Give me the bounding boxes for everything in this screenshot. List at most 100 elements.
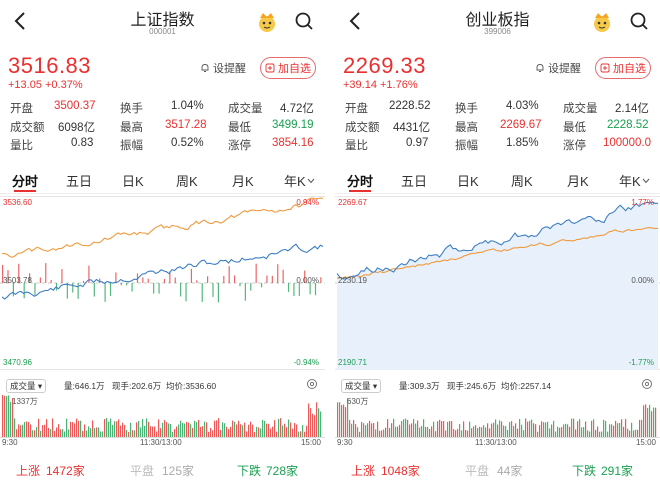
flow-bar — [34, 283, 36, 296]
chevron-down-icon[interactable] — [642, 178, 650, 184]
tab-intraday[interactable]: 分时 — [12, 174, 39, 189]
volume-bar — [587, 430, 589, 438]
volume-bar — [150, 426, 152, 438]
flat-count: 125家 — [162, 464, 195, 478]
volume-bar — [164, 420, 166, 438]
volume-bar — [505, 426, 507, 438]
volume-bar — [50, 429, 52, 438]
volume-bar — [264, 420, 266, 438]
volume-selector[interactable]: 成交量 ▾ — [6, 379, 47, 393]
open-value: 3500.37 — [54, 100, 96, 112]
volume-bar — [16, 429, 18, 438]
volume-bar — [365, 425, 367, 438]
volume-bar — [216, 420, 218, 438]
volume-bar — [341, 405, 343, 438]
volume-bar — [310, 408, 312, 438]
set-reminder-button[interactable]: 设提醒 — [535, 60, 581, 76]
volume-bar — [539, 425, 541, 438]
volume-selector[interactable]: 成交量 ▾ — [341, 379, 382, 393]
panel-chinext-index: 创业板指 399006 2269.33 +39.14 +1.76% 设提醒 加自… — [335, 0, 660, 482]
tab-yearly-k[interactable]: 年K — [619, 174, 641, 189]
low-label: 最低 — [228, 121, 251, 134]
volume-bar — [272, 426, 274, 438]
crown-mascot-icon[interactable] — [255, 10, 279, 34]
volume-bar — [10, 402, 12, 438]
tab-weekly-k[interactable]: 周K — [176, 174, 198, 189]
tab-daily-k[interactable]: 日K — [457, 174, 479, 189]
up-count: 1048家 — [381, 464, 420, 478]
volume-bar — [274, 420, 276, 438]
volume-bar — [621, 419, 623, 438]
search-icon[interactable] — [629, 11, 649, 31]
volume-bar — [98, 427, 100, 438]
tab-weekly-k[interactable]: 周K — [511, 174, 533, 189]
back-arrow-icon[interactable] — [345, 10, 367, 32]
turnover-label: 换手 — [455, 103, 478, 115]
market-breadth: 上涨 1048家 平盘 44家 下跌 291家 — [335, 456, 660, 482]
volume-bar — [553, 420, 555, 438]
tab-monthly-k[interactable]: 月K — [232, 174, 254, 189]
volume-bar — [84, 424, 86, 438]
volume-bar — [276, 431, 278, 438]
add-watchlist-button[interactable]: 加自选 — [595, 57, 651, 79]
volume-bar — [517, 428, 519, 438]
tab-intraday[interactable]: 分时 — [347, 174, 374, 189]
add-watchlist-button[interactable]: 加自选 — [260, 57, 316, 79]
intraday-chart[interactable]: 3536.60 3503.78 3470.96 0.94% 0.00% -0.9… — [0, 196, 325, 370]
volume-bar — [495, 419, 497, 438]
volume-bar — [533, 423, 535, 438]
flow-bar — [228, 266, 230, 283]
tab-yearly-k[interactable]: 年K — [284, 174, 306, 189]
volume-bar — [395, 426, 397, 438]
volume-bar — [12, 398, 14, 438]
volume-bar — [220, 429, 222, 438]
tab-five-day[interactable]: 五日 — [401, 174, 428, 189]
tab-monthly-k[interactable]: 月K — [567, 174, 589, 189]
volume-bar — [152, 426, 154, 438]
set-reminder-button[interactable]: 设提醒 — [200, 60, 246, 76]
settings-gear-icon[interactable] — [641, 378, 653, 390]
amount-label: 成交额 — [345, 121, 380, 134]
flow-bar — [304, 270, 306, 283]
index-code: 000001 — [149, 27, 176, 36]
tab-daily-k[interactable]: 日K — [122, 174, 144, 189]
volume-bar — [28, 422, 30, 438]
volume-bar — [633, 430, 635, 438]
volume-bar — [389, 428, 391, 438]
intraday-chart[interactable]: 2269.67 2230.19 2190.71 1.77% 0.00% -1.7… — [335, 196, 660, 370]
settings-gear-icon[interactable] — [306, 378, 318, 390]
flow-bar — [142, 277, 144, 283]
volume-bar — [595, 429, 597, 438]
volume-bar — [178, 424, 180, 438]
current-price: 3516.83 — [8, 53, 92, 78]
chevron-down-icon[interactable] — [307, 178, 315, 184]
volume-bar — [627, 428, 629, 438]
crown-mascot-icon[interactable] — [590, 10, 614, 34]
volume-bar — [252, 424, 254, 438]
low-value: 2228.52 — [607, 118, 649, 131]
volume-bar — [447, 421, 449, 438]
volume-bar — [401, 420, 403, 438]
volume-bar — [637, 429, 639, 438]
flow-bar — [255, 263, 257, 283]
tab-five-day[interactable]: 五日 — [66, 174, 93, 189]
bottom-price-label: 2190.71 — [338, 358, 367, 367]
volume-bar — [42, 425, 44, 438]
back-arrow-icon[interactable] — [10, 10, 32, 32]
volume-bar — [186, 421, 188, 438]
flow-bar — [233, 275, 236, 283]
index-code: 399006 — [484, 27, 511, 36]
volume-bar — [567, 424, 569, 438]
volume-bar — [381, 430, 383, 438]
volume-bar — [176, 426, 178, 438]
flow-bar — [250, 283, 252, 291]
search-icon[interactable] — [294, 11, 314, 31]
volume-bar — [635, 429, 637, 438]
flow-bar — [260, 283, 263, 288]
volume-bar — [222, 422, 224, 438]
bottom-pct-label: -1.77% — [628, 358, 654, 367]
volume-bar — [70, 421, 72, 438]
flow-bar — [7, 270, 9, 283]
flow-bar — [287, 283, 290, 292]
volume-bar — [367, 423, 369, 438]
